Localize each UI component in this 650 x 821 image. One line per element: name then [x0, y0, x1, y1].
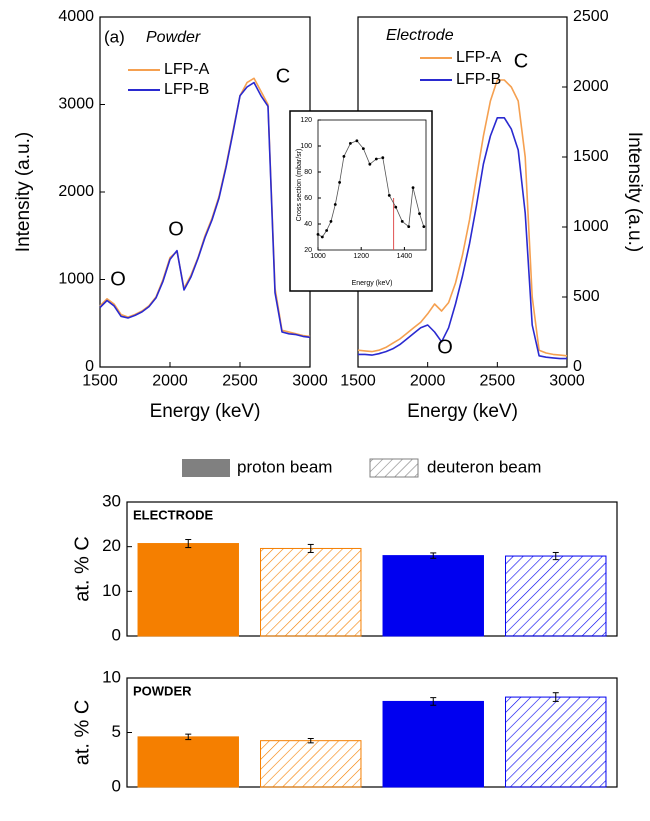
x-tick-label: 3000 — [292, 373, 328, 390]
data-point — [349, 142, 352, 145]
data-point — [374, 157, 378, 161]
data-point — [368, 162, 372, 166]
x-tick-label: 2500 — [480, 373, 516, 390]
data-point — [387, 194, 391, 197]
data-point — [316, 233, 320, 236]
series-line — [358, 117, 567, 360]
data-point — [361, 147, 365, 151]
y-tick-label: 1000 — [573, 218, 609, 235]
bar — [505, 696, 607, 788]
bar — [137, 543, 239, 637]
legend-label: LFP-A — [456, 49, 502, 66]
y-tick-label: 10 — [102, 667, 121, 686]
y-tick-label: 0 — [85, 358, 94, 375]
y-tick-label: 100 — [300, 143, 312, 150]
data-point — [333, 203, 337, 206]
y-tick-label: 2000 — [58, 183, 94, 200]
y-axis-label: at. % C — [71, 700, 93, 766]
y-tick-label: 10 — [102, 581, 121, 600]
y-axis-label: at. % C — [71, 536, 93, 602]
data-point — [325, 229, 329, 232]
data-point — [329, 220, 333, 223]
y-tick-label: 60 — [304, 195, 312, 202]
data-point — [342, 155, 346, 158]
data-point — [411, 186, 415, 190]
annotation: O — [168, 218, 184, 240]
series-line — [99, 81, 311, 339]
y-tick-label: 1500 — [573, 148, 609, 165]
data-point — [407, 225, 411, 229]
y-axis-label: Cross section (mbar/sr) — [296, 149, 303, 222]
x-tick-label: 1500 — [340, 373, 376, 390]
y-tick-label: 120 — [300, 117, 312, 124]
data-point — [422, 225, 426, 229]
legend-label: LFP-A — [164, 61, 210, 78]
y-tick-label: 5 — [112, 722, 121, 741]
bar — [137, 736, 239, 788]
data-point — [418, 212, 421, 216]
legend-label: deuteron beam — [427, 457, 541, 476]
x-tick-label: 2000 — [152, 373, 188, 390]
x-axis-label: Energy (keV) — [352, 280, 393, 287]
series-line — [99, 77, 311, 338]
data-point — [394, 205, 398, 209]
plot-frame — [317, 119, 427, 251]
y-tick-label: 1000 — [58, 271, 94, 288]
y-tick-label: 0 — [112, 776, 121, 795]
legend-swatch — [182, 459, 230, 477]
data-point — [320, 235, 324, 239]
legend-label: LFP-B — [456, 71, 501, 88]
data-point — [338, 181, 341, 184]
y-axis-label: Intensity (a.u.) — [624, 132, 645, 252]
bar — [260, 740, 362, 788]
y-tick-label: 20 — [304, 247, 312, 254]
plot-frame — [126, 501, 618, 637]
data-point — [381, 156, 385, 160]
bar — [382, 555, 484, 637]
y-tick-label: 30 — [102, 491, 121, 510]
y-axis-label: Intensity (a.u.) — [13, 132, 34, 252]
x-axis-label: Energy (keV) — [150, 401, 261, 422]
annotation: Powder — [146, 29, 201, 46]
y-tick-label: 80 — [304, 169, 312, 176]
legend-label: proton beam — [237, 457, 332, 476]
chart-title: ELECTRODE — [133, 507, 214, 522]
annotation: C — [276, 65, 290, 87]
x-tick-label: 3000 — [549, 373, 585, 390]
chart-title: POWDER — [133, 683, 192, 698]
inset-box — [289, 110, 433, 292]
y-tick-label: 20 — [102, 536, 121, 555]
annotation: Electrode — [386, 27, 454, 44]
annotation: O — [110, 268, 126, 290]
legend-label: LFP-B — [164, 81, 209, 98]
x-tick-label: 1000 — [310, 253, 326, 260]
bar — [505, 555, 607, 637]
y-tick-label: 4000 — [58, 8, 94, 25]
y-tick-label: 40 — [304, 221, 312, 228]
data-point — [400, 220, 404, 223]
data-point — [355, 139, 359, 143]
x-axis-label: Energy (keV) — [407, 401, 518, 422]
x-tick-label: 1400 — [397, 253, 413, 260]
y-tick-label: 2000 — [573, 78, 609, 95]
bar — [260, 547, 362, 637]
series-line — [357, 79, 568, 357]
series-line — [317, 140, 425, 238]
y-tick-label: 0 — [112, 625, 121, 644]
y-tick-label: 3000 — [58, 96, 94, 113]
annotation: O — [437, 336, 453, 358]
legend-swatch — [369, 458, 419, 478]
x-tick-label: 2000 — [410, 373, 446, 390]
x-tick-label: 2500 — [222, 373, 258, 390]
y-tick-label: 0 — [573, 358, 582, 375]
x-tick-label: 1500 — [82, 373, 118, 390]
annotation: (a) — [104, 27, 125, 46]
y-tick-label: 2500 — [573, 8, 609, 25]
x-tick-label: 1200 — [353, 253, 369, 260]
y-tick-label: 500 — [573, 288, 600, 305]
annotation: C — [514, 50, 528, 72]
bar — [382, 700, 484, 788]
